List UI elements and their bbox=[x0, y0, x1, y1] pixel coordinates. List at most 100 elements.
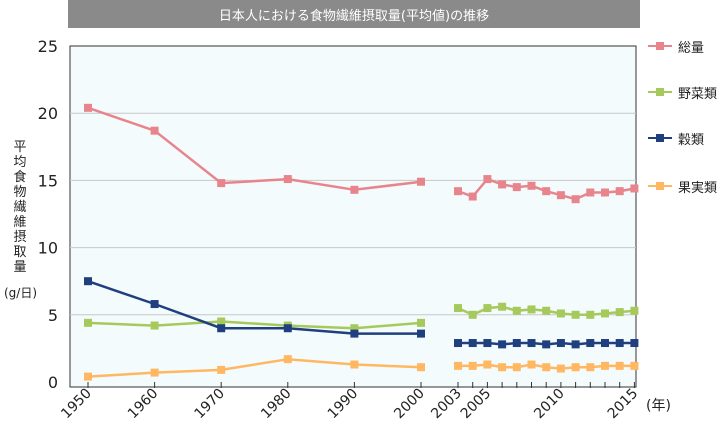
x-tick-label: 1990 bbox=[325, 386, 362, 423]
data-point-total bbox=[630, 184, 639, 193]
data-point-total bbox=[586, 188, 595, 197]
data-point-total bbox=[527, 181, 536, 190]
y-axis-unit: (g/日) bbox=[4, 286, 38, 300]
data-point-fruits bbox=[601, 361, 609, 370]
series-line-fruits bbox=[87, 357, 422, 378]
data-point-total bbox=[571, 195, 580, 204]
data-point-vegetables bbox=[217, 317, 226, 326]
data-point-total bbox=[615, 187, 624, 196]
legend-item-vegetables: 野菜類 bbox=[648, 82, 717, 102]
data-point-fruits bbox=[417, 363, 425, 372]
legend-item-total: 総量 bbox=[648, 36, 704, 56]
data-point-grains bbox=[542, 340, 551, 349]
data-point-fruits bbox=[454, 361, 462, 370]
data-point-vegetables bbox=[601, 309, 609, 318]
data-point-total bbox=[556, 191, 565, 200]
data-point-fruits bbox=[630, 361, 639, 370]
data-point-fruits bbox=[556, 364, 565, 373]
y-tick-label: 10 bbox=[38, 239, 58, 258]
legend-item-fruits: 果実類 bbox=[648, 176, 717, 196]
data-point-vegetables bbox=[630, 306, 639, 315]
legend-label-fruits: 果実類 bbox=[678, 180, 718, 196]
data-point-total bbox=[601, 188, 609, 197]
y-tick-label: 15 bbox=[38, 171, 58, 190]
legend-swatch-grains bbox=[648, 134, 672, 142]
gridlines bbox=[70, 112, 636, 316]
series-line-grains bbox=[87, 280, 421, 335]
series-total bbox=[84, 103, 639, 204]
series-vegetables bbox=[84, 302, 639, 333]
data-point-total bbox=[498, 180, 507, 189]
data-point-grains bbox=[454, 339, 462, 348]
y-tick-label: 25 bbox=[38, 37, 58, 56]
data-point-vegetables bbox=[512, 306, 521, 315]
x-tick-label: 2005 bbox=[458, 386, 495, 423]
legend-label-vegetables: 野菜類 bbox=[678, 86, 718, 102]
data-point-grains bbox=[350, 329, 359, 338]
data-point-total bbox=[483, 175, 492, 184]
y-tick-label: 20 bbox=[38, 104, 58, 123]
series-grains bbox=[84, 277, 639, 349]
data-point-fruits bbox=[542, 363, 551, 372]
x-tick-label: 2003 bbox=[428, 386, 465, 423]
data-point-vegetables bbox=[556, 309, 565, 318]
data-point-fruits bbox=[586, 363, 595, 372]
data-point-grains bbox=[601, 339, 609, 348]
data-point-grains bbox=[217, 324, 226, 333]
legend-swatch-total bbox=[648, 42, 672, 50]
legend-label-grains: 穀類 bbox=[678, 132, 705, 148]
data-point-vegetables bbox=[542, 306, 551, 315]
data-point-fruits bbox=[217, 365, 226, 374]
data-point-grains bbox=[468, 339, 477, 348]
data-point-grains bbox=[630, 339, 639, 348]
data-point-vegetables bbox=[417, 318, 425, 327]
data-point-total bbox=[468, 192, 477, 201]
series-line-vegetables bbox=[87, 320, 422, 330]
data-point-fruits bbox=[498, 363, 507, 372]
data-point-fruits bbox=[571, 363, 580, 372]
data-point-total bbox=[283, 175, 292, 184]
series-group bbox=[84, 103, 639, 381]
data-point-fruits bbox=[350, 360, 359, 369]
data-point-total bbox=[417, 177, 425, 186]
data-point-vegetables bbox=[468, 310, 477, 319]
data-point-total bbox=[150, 126, 159, 135]
data-point-fruits bbox=[615, 361, 624, 370]
data-point-vegetables bbox=[615, 308, 624, 317]
data-point-grains bbox=[527, 339, 536, 348]
data-point-total bbox=[454, 187, 462, 196]
x-tick-label: 1950 bbox=[58, 386, 95, 423]
data-point-grains bbox=[150, 300, 159, 309]
data-point-fruits bbox=[283, 355, 292, 364]
data-point-total bbox=[217, 179, 226, 188]
data-point-total bbox=[542, 187, 551, 196]
data-point-fruits bbox=[527, 360, 536, 369]
data-point-fruits bbox=[483, 360, 492, 369]
data-point-vegetables bbox=[498, 302, 507, 311]
data-point-grains bbox=[571, 340, 580, 349]
data-point-grains bbox=[498, 340, 507, 349]
y-axis-label: 平均食物繊維摂取量 bbox=[13, 140, 27, 275]
y-tick-label: 0 bbox=[48, 373, 58, 392]
legend-label-total: 総量 bbox=[678, 40, 705, 56]
data-point-fruits bbox=[150, 368, 159, 377]
x-tick-label: 2015 bbox=[605, 386, 642, 423]
data-point-grains bbox=[512, 339, 521, 348]
series-fruits bbox=[84, 355, 639, 381]
data-point-vegetables bbox=[571, 310, 580, 319]
x-tick-label: 1960 bbox=[125, 386, 162, 423]
x-tick-label: 2010 bbox=[531, 386, 568, 423]
x-axis-unit: (年) bbox=[646, 398, 671, 414]
data-point-vegetables bbox=[483, 304, 492, 313]
legend-swatch-vegetables bbox=[648, 88, 672, 96]
data-point-total bbox=[350, 185, 359, 194]
legend-item-grains: 穀類 bbox=[648, 128, 704, 148]
data-point-total bbox=[512, 183, 521, 192]
data-point-vegetables bbox=[84, 318, 92, 327]
data-point-grains bbox=[283, 324, 292, 333]
data-point-vegetables bbox=[454, 304, 462, 313]
data-point-vegetables bbox=[527, 305, 536, 314]
data-point-fruits bbox=[468, 361, 477, 370]
